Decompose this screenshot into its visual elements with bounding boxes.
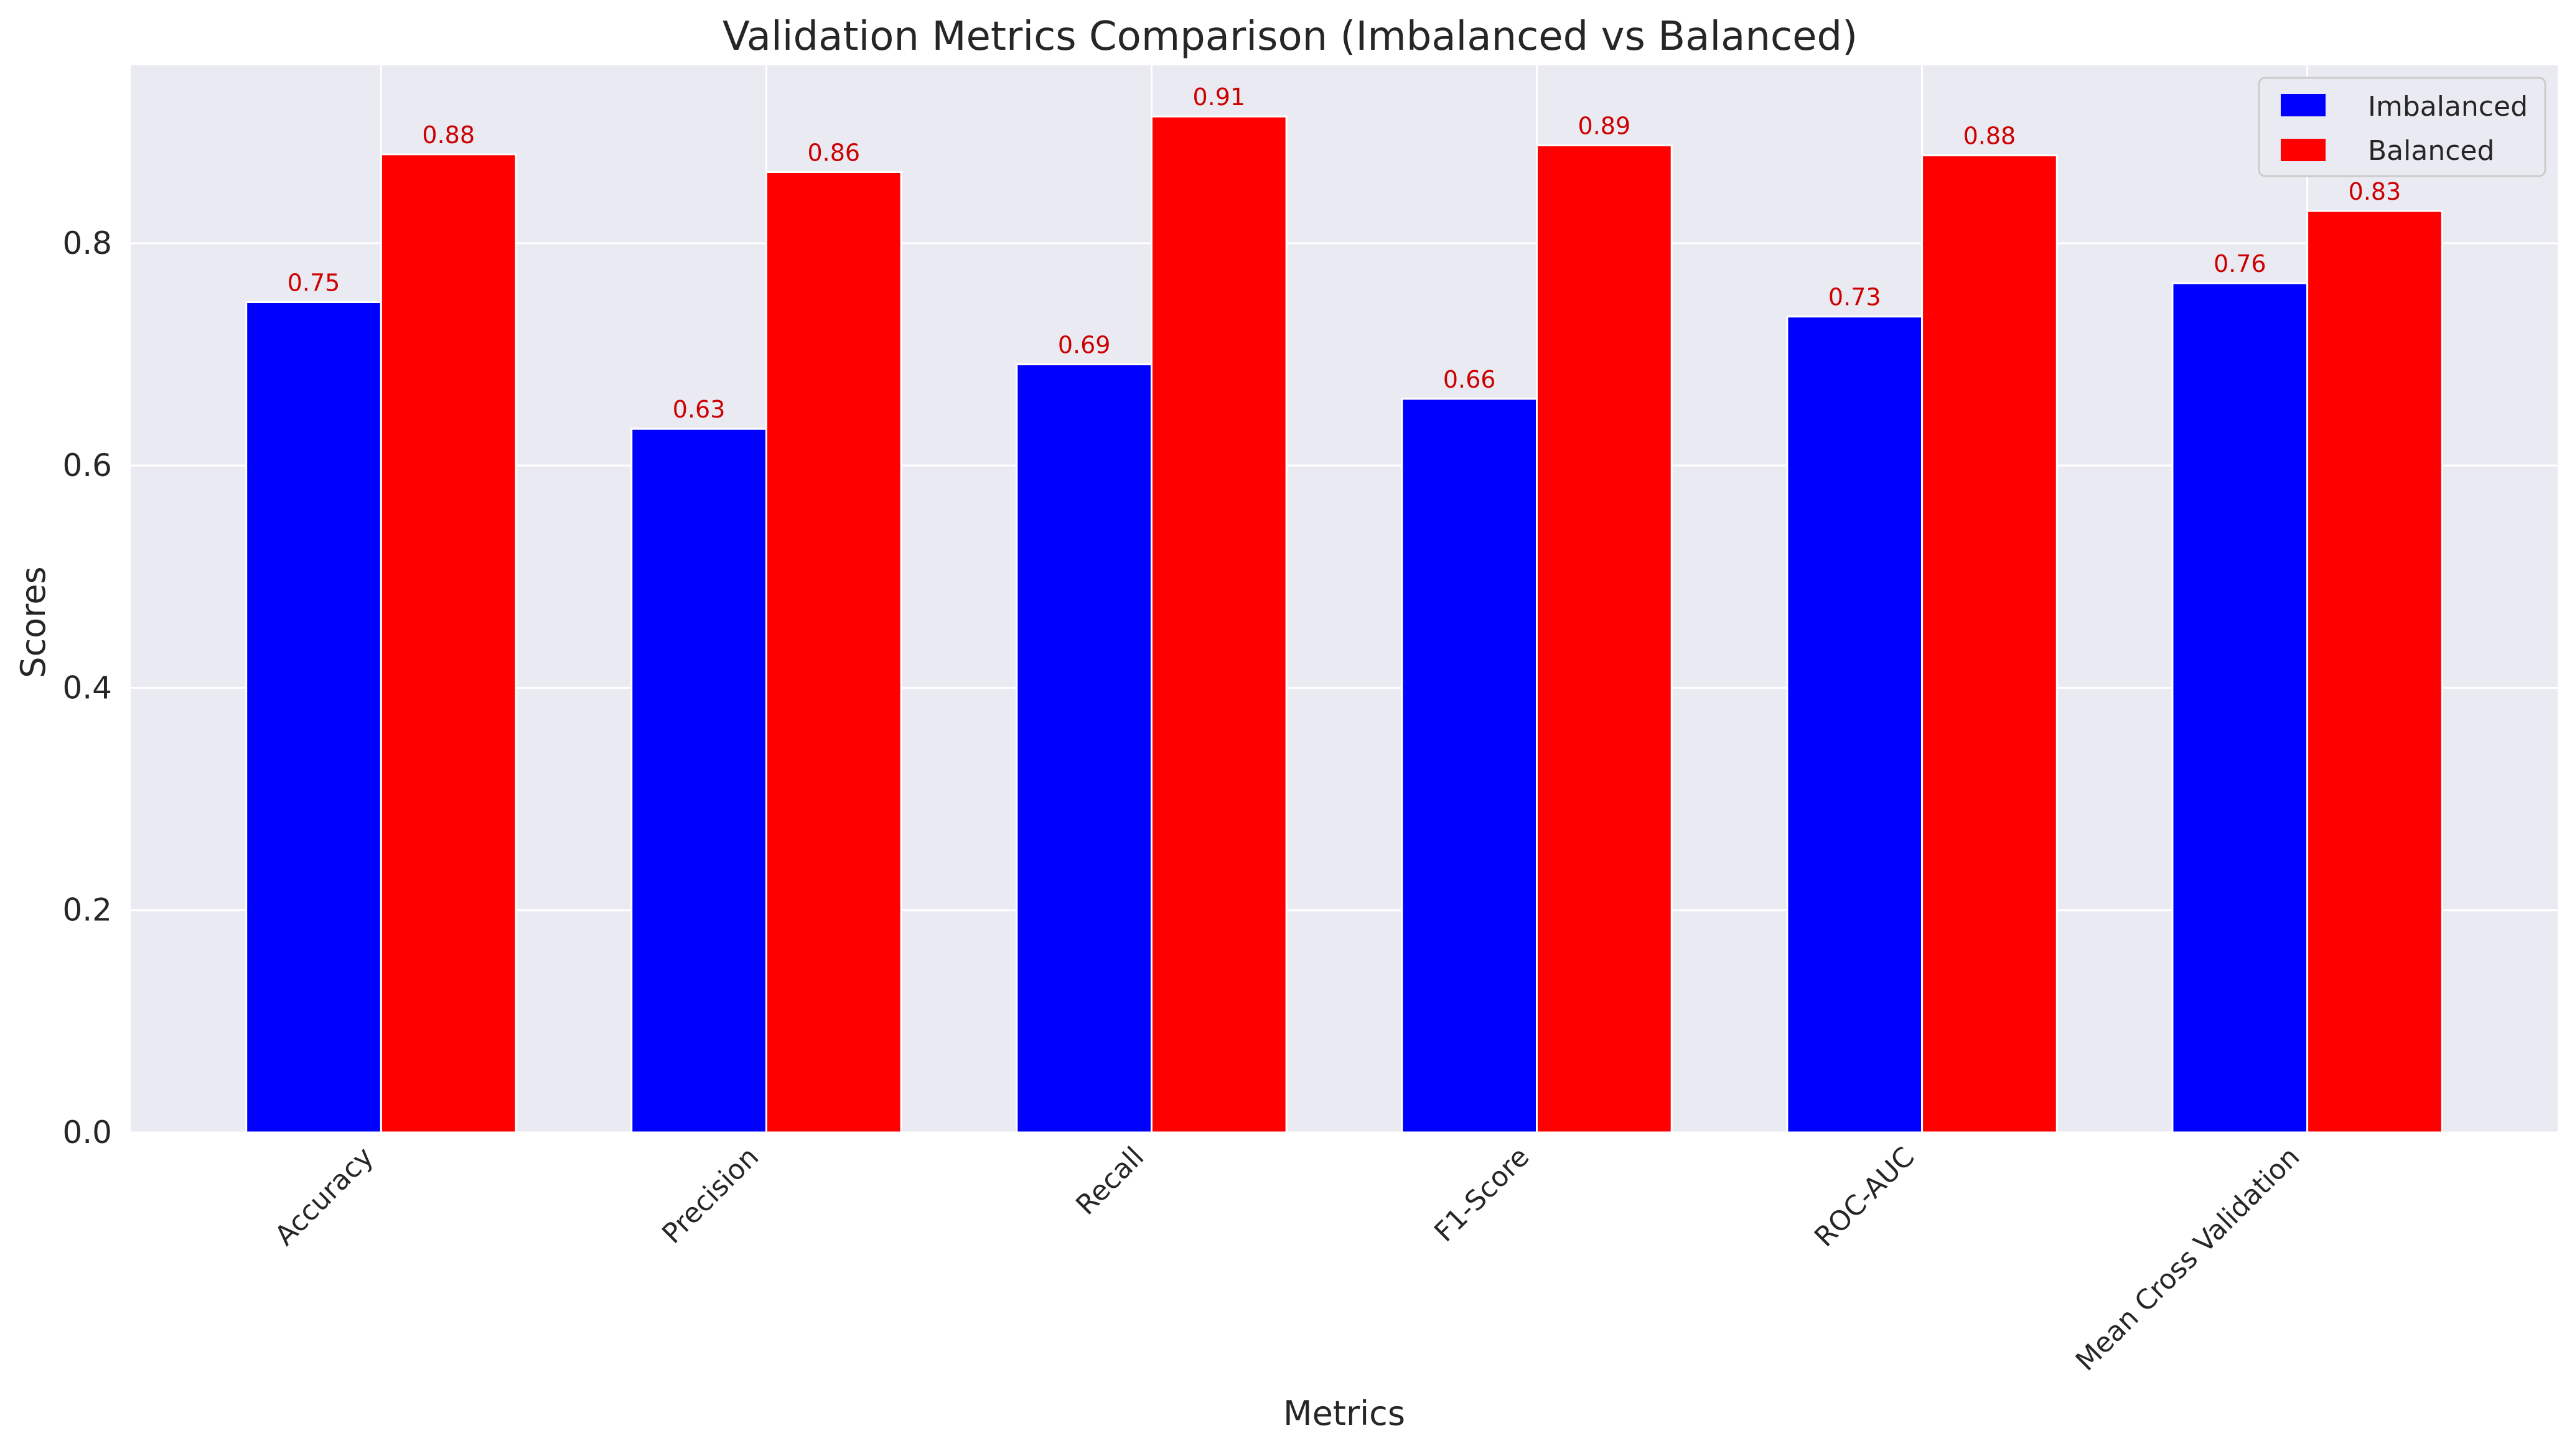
data-label: 0.89 — [1578, 113, 1631, 140]
x-axis-label: Metrics — [1283, 1394, 1405, 1433]
bar-balanced — [380, 153, 517, 1134]
bar-balanced — [1536, 144, 1673, 1134]
chart-title: Validation Metrics Comparison (Imbalance… — [722, 14, 1858, 60]
bar-balanced — [1921, 154, 2058, 1134]
legend-swatch-imbalanced — [2281, 94, 2326, 116]
bar-balanced — [765, 171, 902, 1134]
legend: Imbalanced Balanced — [2258, 77, 2546, 177]
data-label: 0.73 — [1828, 284, 1881, 311]
bar-imbalanced — [1786, 315, 1924, 1134]
y-axis-ticks: 0.0 0.2 0.4 0.6 0.8 — [62, 225, 112, 1150]
bar-balanced — [2306, 210, 2443, 1134]
data-label: 0.86 — [807, 139, 860, 167]
y-tick-label: 0.2 — [62, 892, 112, 928]
y-tick-label: 0.8 — [62, 225, 112, 261]
bar-imbalanced — [1401, 398, 1538, 1134]
bar-imbalanced — [630, 427, 767, 1134]
bar-imbalanced — [245, 301, 382, 1134]
legend-swatch-balanced — [2281, 139, 2326, 161]
y-tick-label: 0.4 — [62, 670, 112, 706]
bar-imbalanced — [2171, 282, 2309, 1134]
y-tick-label: 0.6 — [62, 447, 112, 483]
legend-label-balanced: Balanced — [2368, 135, 2494, 167]
data-labels: 0.75 0.63 0.69 0.66 0.73 0.76 0.88 0.86 0.91 0.89… — [288, 83, 2401, 423]
bar-imbalanced — [1016, 363, 1153, 1134]
data-label: 0.63 — [673, 396, 726, 423]
bar-balanced — [1150, 115, 1288, 1134]
data-label: 0.66 — [1443, 366, 1496, 393]
data-label: 0.83 — [2349, 178, 2401, 205]
bars — [245, 115, 2443, 1134]
y-axis-label: Scores — [14, 566, 53, 678]
legend-box — [2258, 77, 2546, 177]
data-label: 0.91 — [1193, 83, 1246, 111]
legend-label-imbalanced: Imbalanced — [2368, 91, 2528, 123]
data-label: 0.75 — [288, 269, 340, 297]
data-label: 0.88 — [1963, 123, 2016, 150]
y-tick-label: 0.0 — [62, 1114, 112, 1150]
data-label: 0.88 — [422, 121, 475, 149]
data-label: 0.76 — [2214, 250, 2266, 278]
data-label: 0.69 — [1058, 332, 1111, 359]
